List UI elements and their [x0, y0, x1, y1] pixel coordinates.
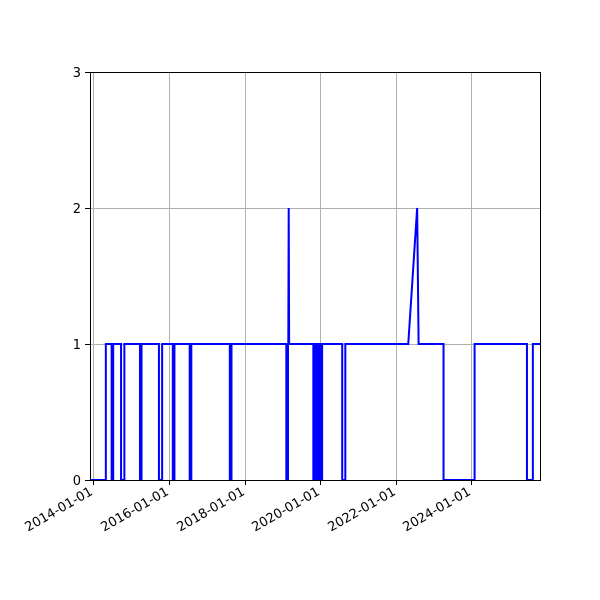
series-line: [90, 207, 540, 480]
series-layer: [90, 207, 540, 480]
x-tick-label: 2018-01-01: [175, 484, 248, 535]
y-tick-label: 0: [73, 474, 81, 489]
x-tick-label: 2014-01-01: [23, 484, 96, 535]
x-tick-label: 2024-01-01: [401, 484, 474, 535]
plot-frame: [90, 72, 541, 481]
y-tick-label: 1: [73, 338, 81, 353]
x-tick-label: 2016-01-01: [99, 484, 172, 535]
y-tick-label: 3: [73, 66, 81, 81]
y-axis-ticks: 0 1 2 3: [73, 66, 90, 489]
x-tick-label: 2020-01-01: [250, 484, 323, 535]
y-tick-label: 2: [73, 202, 81, 217]
x-axis-ticks: 2014-01-01 2016-01-01 2018-01-01 2020-01-01…: [23, 480, 474, 535]
x-tick-label: 2022-01-01: [326, 484, 399, 535]
